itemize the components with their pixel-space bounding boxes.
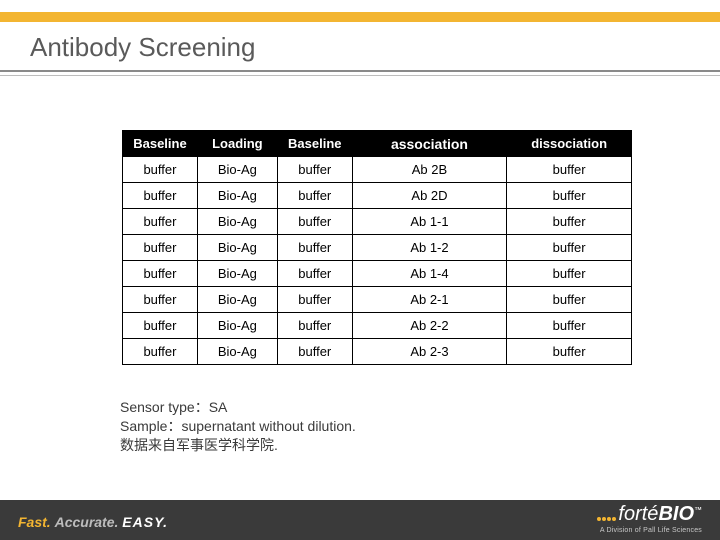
caption-line-1: Sensor type：SA [120,398,356,417]
col-association: association [352,131,507,157]
cell: buffer [507,261,632,287]
cell: buffer [123,235,198,261]
top-accent-bar [0,12,720,22]
caption-line-3: 数据来自军事医学科学院. [120,436,356,455]
col-baseline-1: Baseline [123,131,198,157]
col-dissociation: dissociation [507,131,632,157]
cell: buffer [507,183,632,209]
screening-table: Baseline Loading Baseline association di… [122,130,632,365]
page-title: Antibody Screening [30,32,255,63]
table-row: bufferBio-AgbufferAb 2-3buffer [123,339,632,365]
cell: buffer [507,157,632,183]
cell: Ab 1-2 [352,235,507,261]
cell: buffer [507,339,632,365]
screening-table-wrap: Baseline Loading Baseline association di… [122,130,632,365]
logo-text-bold: BIO [658,503,694,525]
table-row: bufferBio-AgbufferAb 2Dbuffer [123,183,632,209]
cell: buffer [123,209,198,235]
title-area: Antibody Screening [30,32,255,63]
cell: buffer [123,261,198,287]
col-loading: Loading [197,131,277,157]
cell: buffer [507,209,632,235]
table-row: bufferBio-AgbufferAb 2-2buffer [123,313,632,339]
cell: buffer [123,287,198,313]
logo-dots-icon [596,505,616,525]
cell: buffer [507,287,632,313]
cell: Bio-Ag [197,183,277,209]
table-row: bufferBio-AgbufferAb 2-1buffer [123,287,632,313]
logo-main: fortéBIO™ [596,504,702,525]
table-row: bufferBio-AgbufferAb 1-4buffer [123,261,632,287]
logo-text-light: forté [618,503,658,525]
tagline-fast: Fast. [18,514,51,530]
cell: Ab 2B [352,157,507,183]
table-row: bufferBio-AgbufferAb 1-2buffer [123,235,632,261]
cell: buffer [507,313,632,339]
cell: buffer [277,287,352,313]
cell: Bio-Ag [197,157,277,183]
cell: Ab 2-1 [352,287,507,313]
cell: buffer [277,183,352,209]
cell: buffer [277,235,352,261]
footer-tagline: Fast. Accurate. EASY. [18,514,168,530]
cell: buffer [123,157,198,183]
footer-bar: Fast. Accurate. EASY. fortéBIO™ A Divisi… [0,500,720,540]
tagline-easy: EASY. [122,514,168,530]
cell: Bio-Ag [197,339,277,365]
cell: buffer [123,183,198,209]
table-body: bufferBio-AgbufferAb 2Bbuffer bufferBio-… [123,157,632,365]
cell: Bio-Ag [197,313,277,339]
cell: buffer [277,339,352,365]
cell: Ab 2D [352,183,507,209]
table-header-row: Baseline Loading Baseline association di… [123,131,632,157]
tagline-accurate: Accurate. [55,514,119,530]
logo-subtitle: A Division of Pall Life Sciences [596,527,702,534]
cell: Bio-Ag [197,209,277,235]
cell: buffer [277,209,352,235]
cell: buffer [277,313,352,339]
cell: buffer [123,339,198,365]
title-rule-light [0,75,720,76]
logo-tm-icon: ™ [694,506,702,515]
cell: Bio-Ag [197,261,277,287]
col-baseline-2: Baseline [277,131,352,157]
cell: buffer [507,235,632,261]
cell: Ab 1-1 [352,209,507,235]
caption-block: Sensor type：SA Sample：supernatant withou… [120,398,356,455]
fortebio-logo: fortéBIO™ A Division of Pall Life Scienc… [596,504,702,534]
table-row: bufferBio-AgbufferAb 1-1buffer [123,209,632,235]
cell: buffer [277,261,352,287]
cell: Ab 2-3 [352,339,507,365]
cell: Bio-Ag [197,287,277,313]
caption-line-2: Sample：supernatant without dilution. [120,417,356,436]
cell: buffer [277,157,352,183]
cell: Ab 2-2 [352,313,507,339]
cell: Bio-Ag [197,235,277,261]
title-rule-dark [0,70,720,72]
cell: buffer [123,313,198,339]
table-row: bufferBio-AgbufferAb 2Bbuffer [123,157,632,183]
cell: Ab 1-4 [352,261,507,287]
